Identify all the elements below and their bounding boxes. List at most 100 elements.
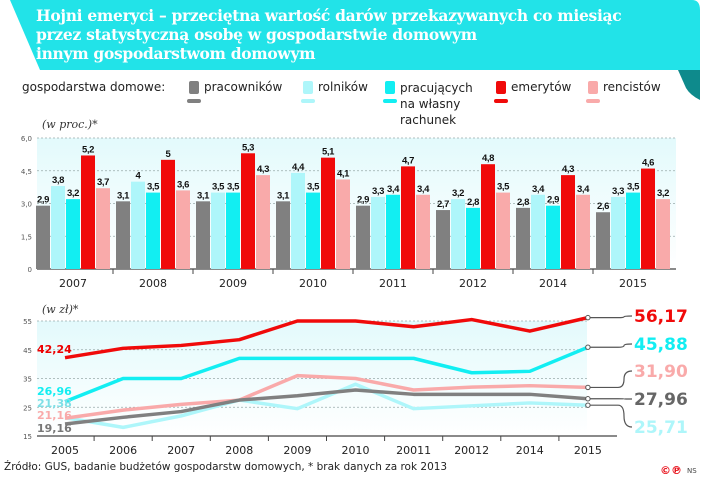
bar xyxy=(516,207,530,269)
bar-value-label: 3,5 xyxy=(307,182,320,193)
bar-value-label: 5,1 xyxy=(322,147,335,158)
bar xyxy=(116,201,130,269)
bar-value-label: 3,3 xyxy=(612,186,624,197)
title-line: Hojni emeryci – przeciętna wartość darów… xyxy=(36,6,622,25)
legend-line-rencistow xyxy=(586,99,600,103)
y-tick-label: 3,0 xyxy=(21,201,32,209)
x-tick-label: 2014 xyxy=(516,444,544,457)
x-tick-label: 2008 xyxy=(225,444,253,457)
bar-value-label: 3,4 xyxy=(532,184,545,195)
legend-swatch-emerytow xyxy=(496,81,506,94)
bar xyxy=(611,196,625,269)
bar xyxy=(176,190,190,269)
bar-value-label: 3,3 xyxy=(372,186,384,197)
bar-value-label: 2,8 xyxy=(467,197,479,208)
bar-value-label: 3,8 xyxy=(52,175,64,186)
bar-value-label: 4 xyxy=(136,171,142,182)
bar xyxy=(416,194,430,269)
bar xyxy=(36,205,50,269)
x-tick-label: 2008 xyxy=(139,277,167,290)
bar xyxy=(641,168,655,269)
bar xyxy=(336,179,350,269)
bar-value-label: 2,8 xyxy=(517,197,529,208)
legend-item-pracujacych: pracujących na własny rachunek xyxy=(400,80,473,128)
x-tick-label: 2009 xyxy=(283,444,311,457)
source-note: Źródło: GUS, badanie budżetów gospodarst… xyxy=(4,461,448,473)
bar-value-label: 3,6 xyxy=(177,179,189,190)
bar xyxy=(131,181,145,269)
bar-value-label: 3,4 xyxy=(387,184,400,195)
bar-value-label: 2,7 xyxy=(437,199,449,210)
bar xyxy=(496,192,510,269)
bar xyxy=(371,196,385,269)
y-tick-label: 15 xyxy=(23,433,32,441)
bar xyxy=(466,207,480,269)
end-point-marker xyxy=(585,396,591,402)
bar xyxy=(51,186,65,269)
bar xyxy=(211,192,225,269)
bar-value-label: 3,7 xyxy=(97,177,109,188)
bar xyxy=(196,201,210,269)
bar-value-label: 4,1 xyxy=(337,168,350,179)
bar-value-label: 4,8 xyxy=(482,153,494,164)
bar-value-label: 5 xyxy=(166,149,172,160)
y-tick-label: 0 xyxy=(28,266,32,274)
bar xyxy=(531,194,545,269)
bar-value-label: 3,4 xyxy=(417,184,430,195)
bar xyxy=(546,205,560,269)
callout-line xyxy=(589,343,633,348)
bar xyxy=(561,175,575,269)
x-tick-label: 2010 xyxy=(299,277,327,290)
start-value-label: 19,16 xyxy=(37,422,72,435)
legend-text: rachunek xyxy=(400,113,457,127)
bar-value-label: 3,1 xyxy=(277,190,290,201)
chart-title: Hojni emeryci – przeciętna wartość darów… xyxy=(36,6,622,63)
bar xyxy=(626,192,640,269)
legend-swatch-pracujacych xyxy=(385,81,395,94)
legend-line-rolnikow xyxy=(301,99,315,103)
end-point-marker xyxy=(585,344,591,350)
bar-value-label: 2,9 xyxy=(357,195,369,206)
x-tick-label: 2011 xyxy=(379,277,407,290)
callout-line xyxy=(589,404,633,428)
bar xyxy=(226,192,240,269)
callout-line xyxy=(589,315,633,319)
y-tick-label: 1,5 xyxy=(21,233,32,241)
title-line: przez statystyczną osobę w gospodarstwie… xyxy=(36,25,477,44)
bar xyxy=(451,199,465,269)
bar xyxy=(276,201,290,269)
bar-value-label: 2,9 xyxy=(37,195,49,206)
bar-value-label: 3,5 xyxy=(212,182,225,193)
bar-value-label: 5,3 xyxy=(242,142,254,153)
series-line xyxy=(64,382,588,430)
bar-value-label: 4,3 xyxy=(562,164,574,175)
x-tick-label: 2009 xyxy=(219,277,247,290)
legend-swatch-rencistow xyxy=(588,81,598,94)
start-value-label: 42,24 xyxy=(37,343,72,356)
end-value-label: 25,71 xyxy=(634,418,688,438)
bar xyxy=(436,210,450,269)
x-tick-label: 2007 xyxy=(167,444,195,457)
end-value-label: 56,17 xyxy=(634,307,688,327)
y-tick-label: 25 xyxy=(23,404,32,412)
legend-item-emerytow: emerytów xyxy=(511,80,572,94)
bar-value-label: 3,5 xyxy=(147,182,160,193)
end-point-marker xyxy=(585,402,591,408)
legend-item-rencistow: rencistów xyxy=(603,80,661,94)
y-tick-label: 6,0 xyxy=(21,135,32,143)
bar-value-label: 3,2 xyxy=(452,188,464,199)
bar xyxy=(81,155,95,269)
bar xyxy=(356,205,370,269)
legend-item-pracownikow: pracowników xyxy=(204,80,283,94)
publisher-logo: ©℗ xyxy=(660,464,682,477)
bar xyxy=(306,192,320,269)
legend-item-rolnikow: rolników xyxy=(318,80,368,94)
bar xyxy=(386,194,400,269)
legend-swatch-rolnikow xyxy=(303,81,313,94)
x-tick-label: 2015 xyxy=(574,444,602,457)
bar-value-label: 3,5 xyxy=(497,182,510,193)
bar xyxy=(481,164,495,269)
title-banner xyxy=(10,0,700,100)
x-tick-label: 2006 xyxy=(109,444,137,457)
